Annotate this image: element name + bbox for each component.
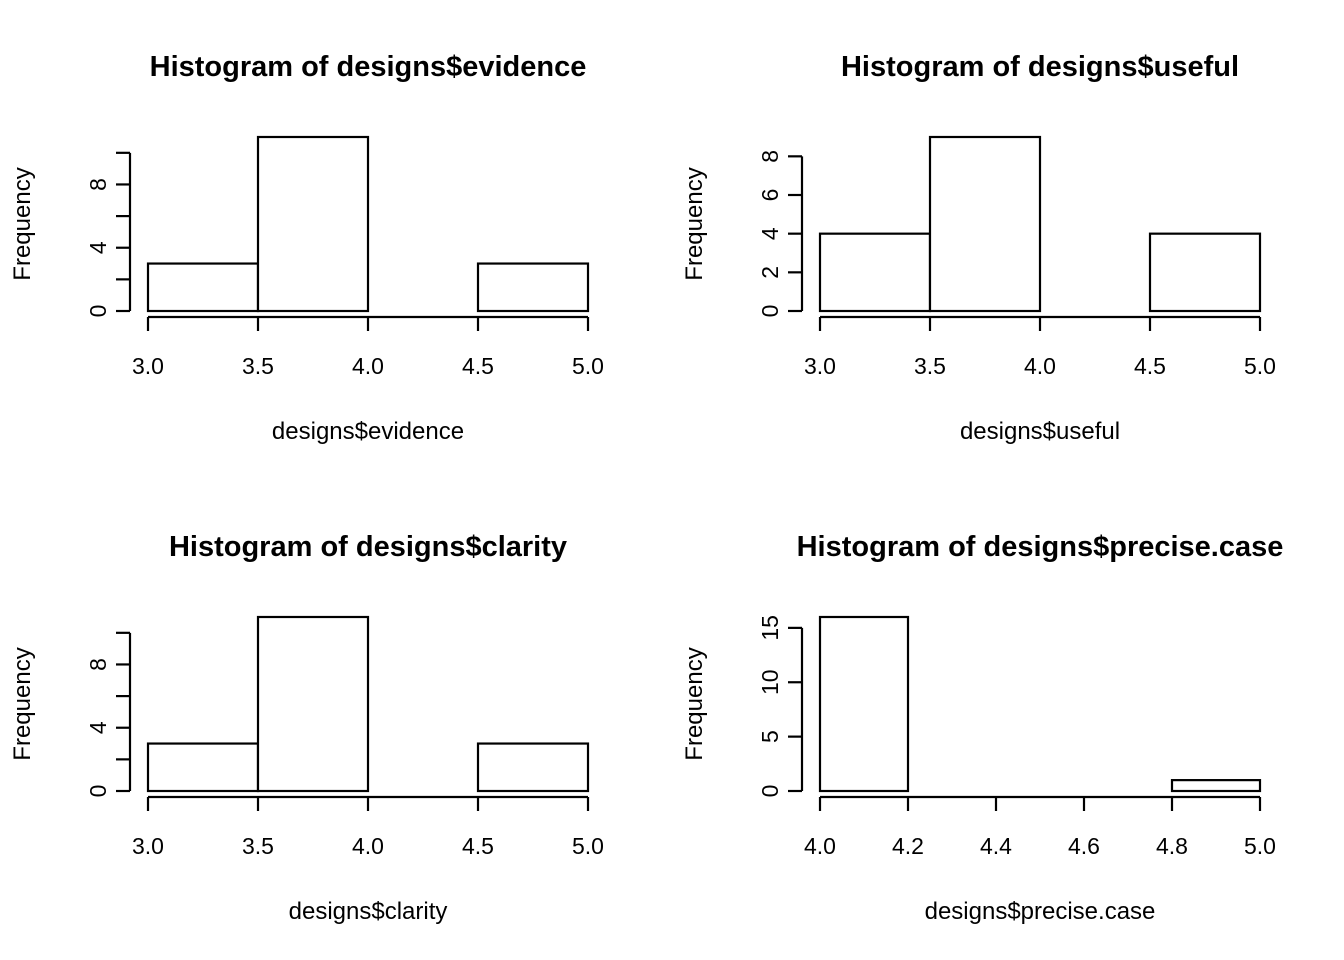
x-tick-label: 4.6 [1068,833,1100,859]
histogram-bar [256,615,370,793]
histogram-bar [256,135,370,313]
x-tick-label: 4.5 [1134,353,1166,379]
histogram-bar [476,262,590,313]
histogram-bar [818,615,910,793]
y-tick-label: 8 [85,658,111,671]
x-tick-label: 4.0 [352,353,384,379]
x-axis-label: designs$precise.case [925,898,1156,925]
y-tick-label: 0 [757,785,783,798]
x-tick-label: 5.0 [1244,353,1276,379]
y-tick-label: 2 [757,266,783,279]
x-tick-label: 3.5 [914,353,946,379]
x-tick-label: 4.0 [352,833,384,859]
y-axis-label: Frequency [9,647,36,760]
chart-title: Histogram of designs$precise.case [797,531,1284,563]
y-tick-label: 10 [757,669,783,695]
y-tick-label: 15 [757,615,783,641]
y-axis-label: Frequency [681,647,708,760]
histogram-bar [928,135,1042,313]
histogram-bar [1148,232,1262,313]
y-tick-label: 0 [85,785,111,798]
y-tick-label: 4 [85,241,111,254]
histogram-bar [1170,779,1262,793]
chart-title: Histogram of designs$useful [841,51,1239,83]
chart-title: Histogram of designs$clarity [169,531,567,563]
x-tick-label: 3.5 [242,833,274,859]
x-tick-label: 4.2 [892,833,924,859]
histogram-bar [476,742,590,793]
y-tick-label: 8 [757,150,783,163]
x-axis-label: designs$useful [960,418,1120,445]
histogram-bar [146,742,260,793]
x-tick-label: 3.5 [242,353,274,379]
x-tick-label: 3.0 [132,833,164,859]
x-tick-label: 5.0 [572,833,604,859]
x-tick-label: 4.4 [980,833,1012,859]
y-tick-label: 4 [757,227,783,240]
x-tick-label: 4.0 [804,833,836,859]
y-tick-label: 6 [757,189,783,202]
x-tick-label: 5.0 [1244,833,1276,859]
x-tick-label: 3.0 [804,353,836,379]
y-tick-label: 0 [85,305,111,318]
y-tick-label: 4 [85,721,111,734]
y-axis-label: Frequency [9,167,36,280]
y-tick-label: 8 [85,178,111,191]
panel-useful: Histogram of designs$useful designs$usef… [681,51,1276,445]
y-tick-label: 5 [757,730,783,743]
panel-clarity: Histogram of designs$clarity designs$cla… [9,531,604,925]
x-axis-label: designs$evidence [272,418,464,445]
x-tick-label: 4.0 [1024,353,1056,379]
y-axis-label: Frequency [681,167,708,280]
panel-precise-case: Histogram of designs$precise.case design… [681,531,1283,925]
x-tick-label: 4.5 [462,353,494,379]
x-tick-label: 5.0 [572,353,604,379]
panel-evidence: Histogram of designs$evidence designs$ev… [9,51,604,445]
histogram-bar [818,232,932,313]
x-axis-label: designs$clarity [289,898,448,925]
x-tick-label: 3.0 [132,353,164,379]
y-tick-label: 0 [757,305,783,318]
histogram-bar [146,262,260,313]
chart-title: Histogram of designs$evidence [150,51,587,83]
x-tick-label: 4.8 [1156,833,1188,859]
x-tick-label: 4.5 [462,833,494,859]
